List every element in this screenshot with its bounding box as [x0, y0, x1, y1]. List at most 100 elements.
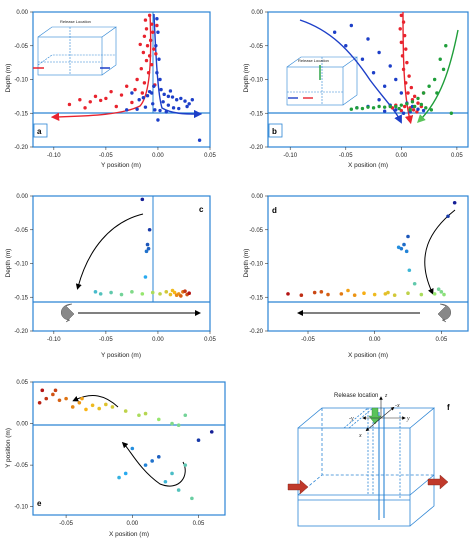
panel-c-xtick-label: -0.05 [99, 337, 113, 343]
panel-e-point [183, 463, 188, 467]
panel-a-xtick-label: -0.05 [99, 153, 113, 159]
panel-b-point [408, 108, 412, 112]
panel-a-point [143, 18, 148, 22]
panel-a-blue-curve [153, 13, 203, 119]
panel-c-point [130, 290, 134, 294]
panel-c-point [174, 293, 179, 298]
panel-f-axis-neg-y: -y [349, 416, 354, 422]
panel-c-turn-arrow [61, 303, 75, 323]
panel-a-point [142, 81, 147, 85]
panel-c-point [119, 292, 124, 297]
panel-a-point [93, 94, 98, 99]
panel-b-point [415, 110, 419, 114]
panel-e-point [37, 400, 42, 405]
panel-b-point [397, 106, 401, 111]
panel-b-point [419, 102, 424, 107]
panel-b-point [398, 27, 402, 31]
panel-b-point [399, 40, 404, 45]
panel-c-ytick-label: 0.00 [16, 194, 28, 200]
panel-e-curl-arrow [121, 441, 186, 487]
panel-b-inset-label: Release Location [298, 58, 329, 63]
panel-a-point [138, 42, 142, 47]
panel-c-xlabel: Y position (m) [101, 352, 141, 359]
panel-b-point [399, 103, 404, 107]
panel-c-point [179, 294, 183, 298]
panel-b-point [407, 74, 411, 78]
panel-f-axis-y: y [406, 416, 410, 422]
panel-d-frame [267, 195, 469, 332]
panel-b-red-curve [402, 11, 414, 125]
panel-f-release-arrow [368, 407, 382, 425]
panel-c-xtick-label: 0.00 [152, 337, 164, 343]
panel-c-ytick-label: -0.20 [14, 329, 28, 335]
panel-d-xtick-label: 0.00 [369, 337, 381, 343]
panel-a-point [155, 71, 159, 75]
panel-a-point [114, 104, 118, 109]
panel-a-point [119, 93, 124, 97]
panel-e-ytick-label: 0.05 [16, 380, 28, 386]
panel-e-point [57, 398, 62, 403]
panel-b-point [404, 81, 408, 85]
panel-d-point [396, 245, 401, 250]
panel-e-xtick-label: 0.00 [126, 521, 138, 527]
panel-a-point [130, 100, 134, 105]
panel-b-point [400, 54, 405, 58]
panel-a-point [149, 22, 154, 26]
panel-a-point [125, 108, 129, 112]
panel-a-point [137, 98, 141, 102]
panel-b-point [332, 30, 337, 34]
panel-d-down-arrow [424, 209, 456, 295]
panel-e-point [176, 423, 181, 428]
panel-a-point [133, 87, 137, 92]
panel-a-point [144, 58, 149, 63]
panel-a-point [88, 100, 92, 104]
panel-a: Release Location -0.10 -0.05 0.00 0.05 0.00… [5, 10, 216, 169]
panel-b: Release Location -0.10 -0.05 0.00 0.05 0.00… [243, 10, 469, 169]
panel-e-point [117, 475, 121, 480]
panel-b-ytick-label: -0.10 [249, 78, 263, 84]
panel-e-point [130, 446, 135, 451]
panel-d-point [383, 292, 388, 296]
panel-e-left-arrow [72, 395, 119, 408]
panel-c-point [183, 289, 187, 293]
panel-b-point [427, 84, 431, 88]
panel-b-point [394, 77, 398, 82]
panel-b-inset-tank [286, 56, 358, 106]
panel-b-point [405, 60, 409, 65]
panel-d-point [386, 290, 390, 295]
panel-b-xtick-label: -0.05 [339, 153, 353, 159]
panel-b-blue-curve [299, 19, 402, 124]
panel-b-point [402, 33, 407, 38]
panel-a-point [166, 94, 171, 99]
panel-a-ytick-label: -0.20 [14, 145, 28, 151]
panel-a-point [144, 27, 149, 31]
panel-b-point [438, 57, 442, 61]
panel-c-point [168, 292, 173, 297]
panel-c-point [140, 292, 145, 296]
panel-c-ylabel: Depth (m) [5, 249, 12, 278]
panel-d-point [326, 292, 330, 297]
panel-a-point [142, 34, 147, 38]
panel-d-point [406, 291, 410, 296]
panel-a-point [141, 50, 146, 55]
panel-b-point [429, 108, 434, 112]
panel-a-point [135, 77, 139, 82]
panel-b-point [412, 104, 417, 109]
panel-e-point [77, 400, 82, 405]
panel-d-point [432, 292, 437, 296]
panel-e-xtick-label: -0.05 [59, 521, 73, 527]
panel-c-label: c [199, 205, 204, 214]
panel-e-point [176, 488, 181, 492]
panel-a-ytick-label: -0.15 [14, 111, 28, 117]
panel-a-point [179, 96, 183, 101]
panel-b-point [394, 108, 398, 112]
panel-b-ytick-label: 0.00 [251, 10, 263, 16]
panel-b-point [366, 105, 370, 109]
panel-b-point [449, 111, 454, 115]
panel-a-red-curve [50, 13, 152, 122]
panel-d-point [319, 290, 324, 294]
panel-e-point [123, 409, 128, 413]
panel-b-point [410, 100, 415, 104]
panel-a-point [158, 77, 162, 82]
panel-e-point [163, 479, 168, 484]
